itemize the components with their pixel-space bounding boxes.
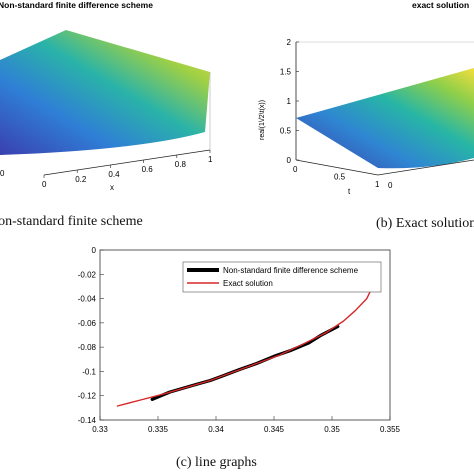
panel-b-x-ticks: 00.51: [293, 165, 380, 189]
panel-b-z-tick-label: 1: [287, 97, 292, 106]
panel-b-x-tick-label: 0.5: [334, 173, 346, 182]
panel-c-x-tick-label: 0.345: [264, 425, 285, 434]
panel-c-x-ticks: 0.33 0.335 0.34 0.345 0.35 0.355: [92, 416, 401, 434]
panel-b-x-label: t: [348, 187, 351, 196]
panel-b-y-tick-0: 0: [388, 181, 393, 190]
panel-c-x-tick-label: 0.33: [92, 425, 108, 434]
panel-a-surface: [0, 30, 210, 155]
series-line-exact: [116, 265, 380, 407]
panel-c-y-tick-label: -0.08: [78, 343, 97, 352]
panel-c-series: [116, 265, 380, 407]
panel-c-y-ticks: 0 -0.02 -0.04 -0.06 -0.08 -0.1 -0.12 -0.14: [78, 246, 104, 425]
panel-a-surface-plot: Non-standard finite difference scheme 00…: [0, 0, 213, 192]
panel-a-x-tick-label: 0.6: [142, 165, 154, 174]
panel-b-z-tick-label: 0: [287, 156, 292, 165]
panel-b-depth-axis: [377, 159, 474, 176]
panel-c-x-tick-label: 0.335: [148, 425, 169, 434]
panel-c-legend: Non-standard finite difference scheme Ex…: [182, 261, 382, 293]
panel-a-x-tick-label: 0.2: [75, 175, 87, 184]
panel-c-plot-frame: [99, 249, 391, 421]
panel-a-x-tick-label: 0: [42, 180, 47, 189]
legend-box: [182, 261, 382, 293]
legend-label-exact: Exact solution: [223, 279, 273, 288]
panel-c-y-tick-label: -0.14: [78, 416, 97, 425]
panel-c-x-tick-label: 0.34: [208, 425, 224, 434]
caption-panel-a: Non-standard finite scheme: [0, 214, 143, 229]
panel-a-x-tick-label: 0.8: [175, 160, 187, 169]
panel-b-z-tick-label: 2: [287, 38, 292, 47]
panel-b-title: exact solution: [412, 0, 469, 10]
panel-a-x-axis: [43, 149, 211, 176]
panel-c-x-tick-label: 0.35: [324, 425, 340, 434]
panel-c-y-tick-label: -0.12: [78, 392, 97, 401]
panel-c-y-tick-label: -0.06: [78, 319, 97, 328]
panel-a-x-ticks: 0 0.2 0.4 0.6 0.8 1: [42, 150, 213, 189]
panel-b-surface-plot: exact solution 00.511.52 real(1\/2\t(x))…: [259, 0, 474, 196]
caption-panel-b: (b) Exact solution: [376, 216, 474, 231]
panel-a-y-tick-0: 0: [0, 169, 5, 178]
panel-b-z-tick-label: 0.5: [280, 127, 292, 136]
panel-a-x-tick-label: 0.4: [108, 170, 120, 179]
panel-c-y-tick-label: -0.04: [78, 295, 97, 304]
panel-b-x-tick-label: 1: [375, 180, 380, 189]
panel-c-x-tick-label: 0.355: [380, 425, 401, 434]
panel-a-x-tick-label: 1: [208, 155, 213, 164]
panel-c-line-chart: 0 -0.02 -0.04 -0.06 -0.08 -0.1 -0.12 -0.14 0.33…: [78, 246, 401, 434]
panel-b-y-label: real(1\/2\t(x)): [259, 100, 266, 140]
caption-panel-c: (c) line graphs: [176, 455, 257, 470]
panel-b-surface: [296, 68, 474, 169]
panel-c-y-tick-label: -0.02: [78, 270, 97, 279]
panel-c-y-tick-label: -0.1: [82, 367, 96, 376]
panel-c-y-tick-label: 0: [92, 246, 97, 255]
panel-b-x-axis: [295, 159, 379, 176]
panel-b-x-tick-label: 0: [293, 165, 298, 174]
panel-b-z-tick-label: 1.5: [280, 68, 292, 77]
legend-label-nsfd: Non-standard finite difference scheme: [223, 266, 359, 275]
series-line-nsfd: [150, 324, 340, 401]
panel-a-title: Non-standard finite difference scheme: [0, 0, 153, 10]
panel-a-x-label: x: [110, 183, 114, 192]
